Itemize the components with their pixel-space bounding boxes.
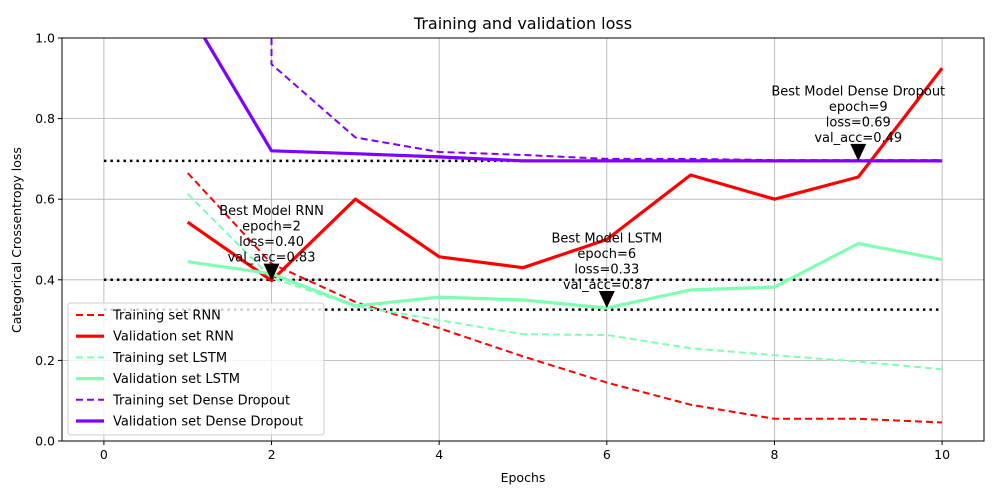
y-tick-label: 0.6 — [35, 192, 55, 207]
y-tick-label: 0.4 — [35, 272, 55, 287]
legend-label: Validation set Dense Dropout — [113, 415, 303, 430]
x-tick-label: 8 — [770, 447, 778, 462]
y-tick-label: 0.0 — [35, 434, 55, 449]
annotation-text: epoch=6 — [577, 247, 636, 262]
annotation-text: loss=0.40 — [239, 235, 304, 250]
y-tick-label: 0.2 — [35, 353, 55, 368]
annotation-text: val_acc=0.49 — [814, 131, 902, 146]
annotation-text: val_acc=0.83 — [228, 251, 316, 266]
annotation-text: Best Model RNN — [219, 204, 324, 219]
chart-title: Training and validation loss — [413, 14, 632, 33]
annotations: Best Model RNNepoch=2loss=0.40val_acc=0.… — [219, 84, 945, 308]
annotation-text: epoch=9 — [829, 100, 888, 115]
y-tick-label: 1.0 — [35, 31, 55, 46]
annotation-text: loss=0.69 — [826, 115, 891, 130]
x-axis-label: Epochs — [501, 470, 546, 485]
legend-label: Validation set RNN — [113, 330, 234, 345]
legend-label: Training set LSTM — [112, 351, 227, 366]
legend-label: Training set RNN — [112, 309, 221, 324]
legend: Training set RNN Validation set RNN Traini… — [68, 303, 324, 435]
best-model-marker — [850, 144, 866, 161]
x-tick-label: 6 — [603, 447, 611, 462]
x-tick-label: 4 — [435, 447, 443, 462]
x-tick-label: 0 — [100, 447, 108, 462]
annotation-text: val_acc=0.87 — [563, 278, 651, 293]
x-tick-label: 2 — [268, 447, 276, 462]
legend-label: Validation set LSTM — [113, 372, 240, 387]
legend-label: Training set Dense Dropout — [112, 393, 290, 408]
annotation-text: epoch=2 — [242, 220, 301, 235]
y-axis-label: Categorical Crossentropy loss — [9, 147, 24, 333]
annotation-text: loss=0.33 — [574, 263, 639, 278]
x-tick-label: 10 — [934, 447, 950, 462]
annotation-text: Best Model Dense Dropout — [771, 84, 945, 99]
y-tick-label: 0.8 — [35, 111, 55, 126]
annotation-text: Best Model LSTM — [551, 232, 662, 247]
